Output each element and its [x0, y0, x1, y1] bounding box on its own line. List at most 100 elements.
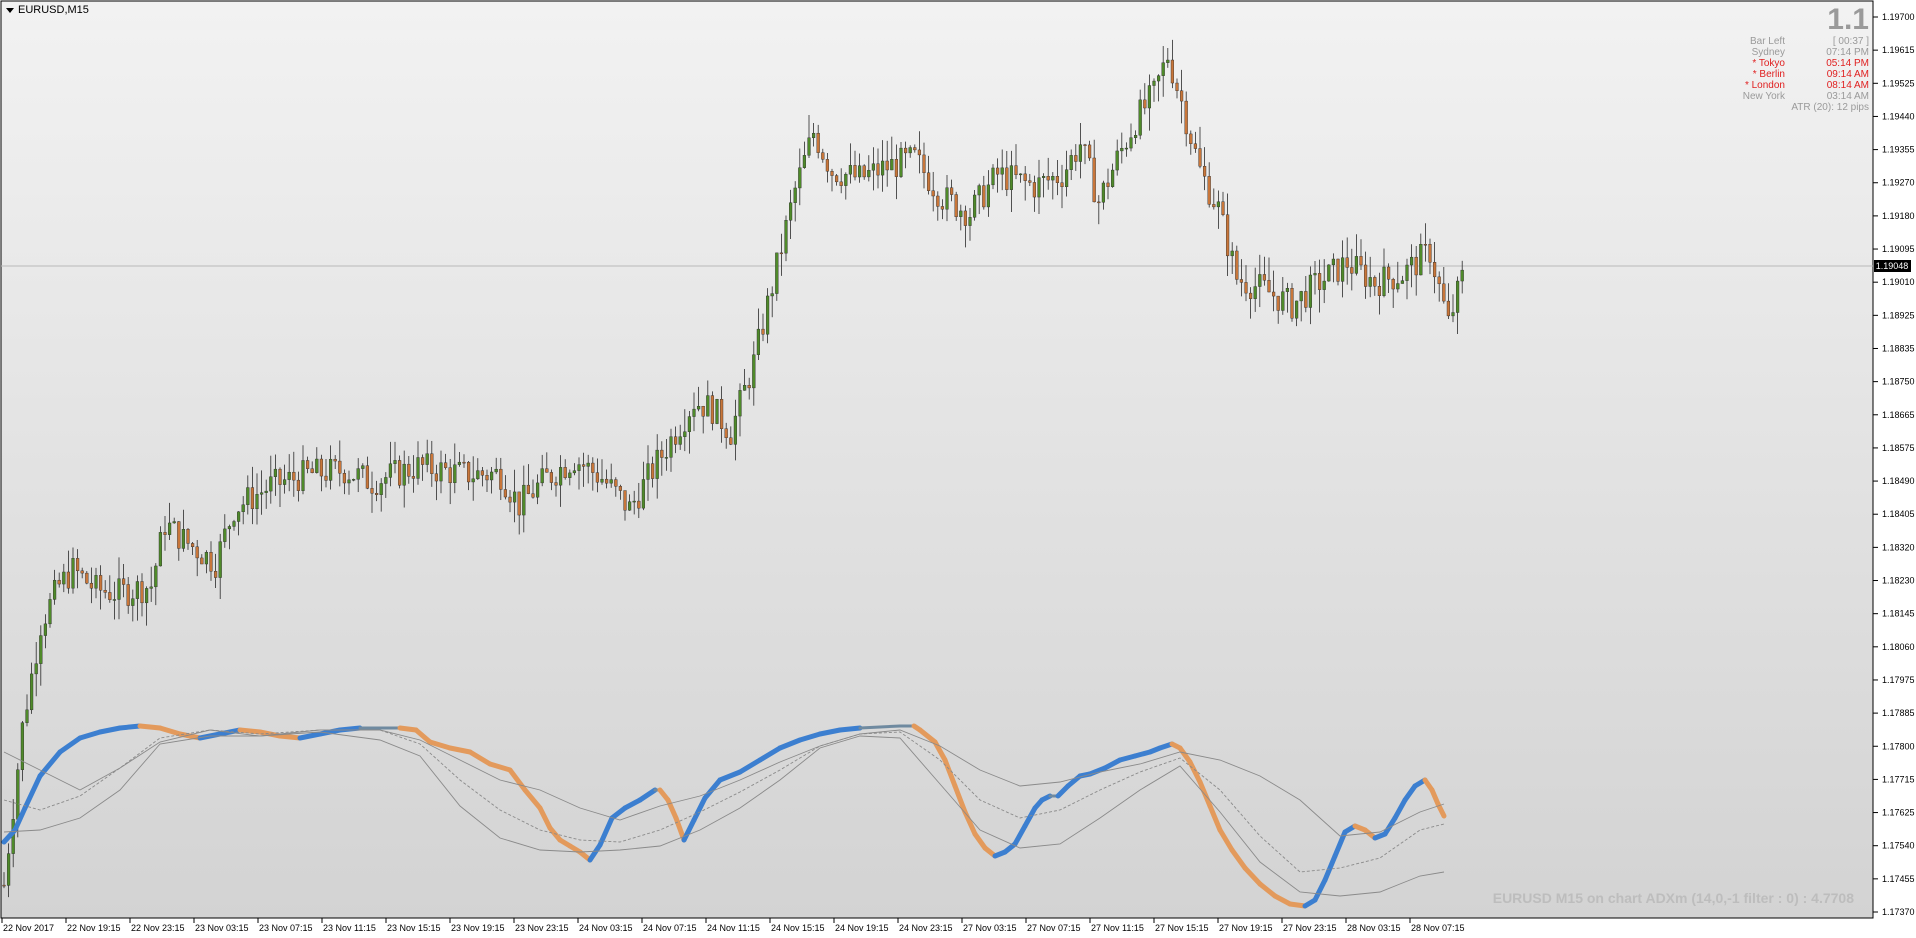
time-tick-label: 27 Nov 03:15 — [963, 923, 1017, 933]
candle — [1221, 201, 1225, 215]
adx-line-segment — [691, 795, 708, 823]
candle — [1451, 312, 1455, 317]
candle — [241, 504, 245, 513]
candle — [204, 552, 208, 565]
candle — [329, 458, 333, 481]
symbol-title[interactable]: EURUSD,M15 — [6, 4, 89, 16]
price-tick-label: 1.18060 — [1882, 642, 1915, 652]
adx-line-segment — [1, 827, 18, 845]
session-row: New York 03:14 AM — [1649, 91, 1869, 102]
adx-line-segment — [858, 725, 882, 730]
adx-line-segment — [1197, 779, 1213, 809]
adx-line-segment — [487, 761, 513, 773]
candle — [1000, 167, 1004, 175]
candle — [1442, 283, 1446, 302]
candle — [177, 521, 181, 549]
candle — [1313, 273, 1317, 276]
candle — [398, 460, 402, 486]
candle — [908, 147, 912, 154]
candle — [1460, 269, 1464, 282]
price-tick-label: 1.17540 — [1882, 841, 1915, 851]
candle — [273, 468, 277, 477]
candle — [1262, 274, 1266, 281]
adx-line-segment — [1257, 881, 1278, 899]
candle — [531, 493, 535, 498]
candle — [536, 482, 540, 498]
candle — [628, 501, 632, 511]
candle — [1294, 300, 1299, 319]
candle — [48, 599, 52, 625]
time-tick-label: 24 Nov 11:15 — [707, 923, 760, 933]
adx-line-segment — [1242, 865, 1263, 887]
candle — [1225, 214, 1230, 257]
candle — [950, 187, 954, 195]
candle — [1216, 201, 1220, 208]
candle — [623, 490, 627, 511]
candle — [945, 187, 949, 210]
candle — [609, 479, 613, 484]
candle — [485, 475, 489, 481]
candle — [1368, 277, 1372, 287]
adx-line-segment — [507, 767, 528, 793]
candle — [1382, 266, 1386, 296]
candle — [1046, 176, 1050, 181]
adx-line-segment — [1312, 877, 1328, 903]
candle — [283, 479, 287, 485]
price-tick-label: 1.18405 — [1882, 509, 1915, 519]
candle — [30, 673, 34, 711]
candle — [43, 623, 47, 636]
candle — [25, 709, 29, 723]
candle — [1423, 244, 1427, 246]
candle — [848, 165, 852, 175]
candle — [85, 572, 89, 584]
adx-line-segment — [1117, 753, 1138, 763]
indicator-caption: EURUSD M15 on chart ADXm (14,0,-1 filter… — [1492, 890, 1854, 906]
candle — [563, 467, 567, 478]
candle — [278, 468, 282, 485]
candle — [1285, 288, 1289, 292]
price-tick-label: 1.18320 — [1882, 542, 1915, 552]
price-tick-label: 1.18490 — [1882, 476, 1915, 486]
candle — [522, 484, 526, 516]
price-tick-label: 1.17975 — [1882, 675, 1915, 685]
candle — [448, 467, 452, 484]
candle — [1359, 256, 1363, 266]
candle — [812, 132, 816, 139]
candle — [480, 470, 484, 476]
adx-line-segment — [413, 727, 433, 745]
price-tick-label: 1.17885 — [1882, 708, 1915, 718]
candle — [1331, 258, 1335, 266]
candle — [319, 458, 323, 477]
candle — [149, 586, 153, 589]
candle — [816, 132, 820, 153]
candle — [1299, 291, 1303, 302]
adx-line-segment — [1272, 893, 1293, 907]
adx-line-segment — [1132, 749, 1153, 759]
candle — [1051, 176, 1055, 181]
candle — [57, 579, 61, 585]
candle — [991, 167, 995, 186]
candle — [1428, 244, 1432, 263]
candle — [301, 460, 305, 491]
candle — [669, 436, 673, 458]
candle — [1028, 180, 1032, 183]
candle — [439, 462, 443, 482]
session-info-panel: 1.1 Bar Left[ 00:37 ] Sydney 07:14 PM * Tok… — [1649, 4, 1869, 114]
session-time: [ 00:37 ] — [1832, 36, 1869, 47]
chevron-down-icon[interactable] — [6, 7, 14, 13]
candle — [1069, 155, 1073, 170]
adx-band-line — [3, 729, 1445, 873]
chart-area[interactable] — [0, 0, 1874, 919]
candle — [973, 194, 977, 218]
candle — [94, 575, 98, 589]
current-price-label: 1.19048 — [1876, 261, 1909, 271]
adx-line-segment — [1392, 797, 1408, 821]
adx-line-segment — [137, 723, 163, 731]
adx-line-segment — [797, 731, 823, 743]
candle — [871, 163, 875, 171]
price-tick-label: 1.19180 — [1882, 211, 1915, 221]
adx-indicator-layer — [1, 723, 1447, 909]
candle — [471, 478, 475, 483]
